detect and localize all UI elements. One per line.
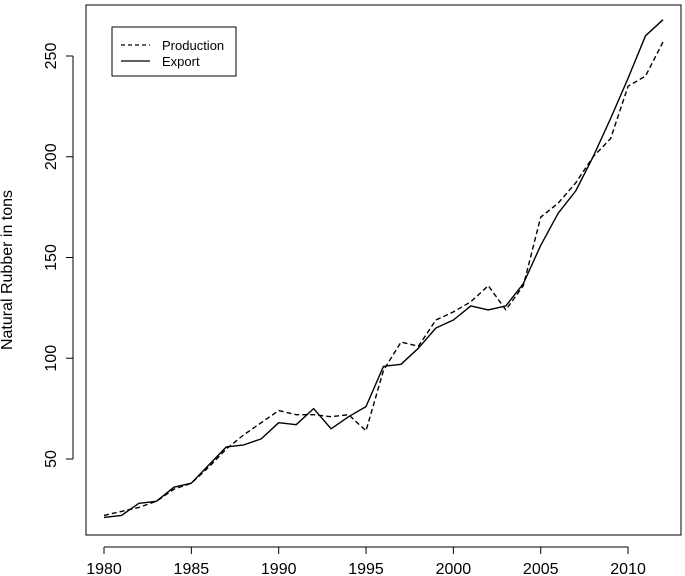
x-tick-label: 1980 <box>86 561 122 576</box>
legend: Production Export <box>111 26 237 77</box>
y-tick-label: 250 <box>43 43 60 70</box>
y-tick-label: 150 <box>43 244 60 271</box>
series-line-export <box>103 19 664 519</box>
x-tick-label: 1985 <box>174 561 210 576</box>
x-tick-label: 1990 <box>261 561 297 576</box>
x-tick-label: 2005 <box>523 561 559 576</box>
legend-label-export: Export <box>162 54 200 69</box>
series-layer <box>103 19 664 519</box>
plot-frame <box>85 4 682 536</box>
y-tick-label: 50 <box>43 450 60 468</box>
legend-box <box>111 26 237 77</box>
y-tick-label: 100 <box>43 345 60 372</box>
y-axis: 50 100 150 200 250 <box>43 43 74 468</box>
y-axis-label: Natural Rubber in tons <box>0 190 16 350</box>
legend-label-production: Production <box>162 38 224 53</box>
y-tick-label: 200 <box>43 143 60 170</box>
x-tick-label: 2000 <box>436 561 472 576</box>
series-line-production <box>103 41 664 517</box>
x-tick-label: 1995 <box>348 561 384 576</box>
x-axis: 1980 1985 1990 1995 2000 2005 2010 <box>86 546 646 576</box>
x-tick-label: 2010 <box>610 561 646 576</box>
